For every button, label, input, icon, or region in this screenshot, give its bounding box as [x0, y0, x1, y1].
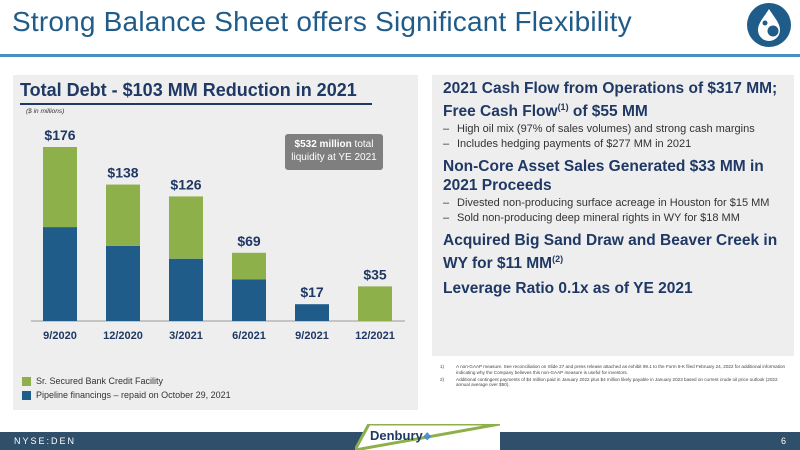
footer-ticker: NYSE:DEN	[14, 436, 77, 446]
highlight-group: Non-Core Asset Sales Generated $33 MM in…	[443, 157, 788, 225]
highlight-group: Leverage Ratio 0.1x as of YE 2021	[443, 279, 788, 298]
bar-bank-credit	[358, 286, 392, 321]
data-label-total: $35	[363, 266, 387, 282]
denbury-drop-logo-icon	[747, 3, 791, 47]
footnotes: 1) A non-GAAP measure. See reconciliation…	[440, 364, 790, 389]
bar-pipeline	[169, 258, 203, 321]
page-number: 6	[780, 436, 786, 446]
x-tick-label: 9/2021	[295, 330, 329, 342]
legend-label: Sr. Secured Bank Credit Facility	[36, 376, 164, 386]
legend-swatch-blue	[22, 390, 31, 400]
bar-pipeline	[295, 304, 329, 321]
highlight-group: 2021 Cash Flow from Operations of $317 M…	[443, 79, 788, 151]
chart-panel	[13, 75, 418, 410]
highlight-sub: Sold non-producing deep mineral rights i…	[443, 211, 788, 225]
brand-drop-icon: ❖	[422, 432, 432, 443]
highlight-heading: Leverage Ratio 0.1x as of YE 2021	[443, 280, 693, 298]
legend-label: Pipeline financings – repaid on October …	[36, 390, 231, 400]
bar-bank-credit	[232, 252, 266, 280]
bar-pipeline	[106, 245, 140, 321]
data-label-total: $126	[170, 176, 201, 192]
footer-brand-tab	[355, 424, 500, 450]
legend-item-bank-credit: Sr. Secured Bank Credit Facility	[22, 376, 163, 386]
units-note: ($ in millions)	[26, 108, 65, 115]
highlight-group: Acquired Big Sand Draw and Beaver Creek …	[443, 231, 788, 273]
chart-title: Total Debt - $103 MM Reduction in 2021	[20, 80, 357, 100]
title-divider	[0, 54, 800, 57]
x-tick-label: 12/2021	[355, 330, 395, 342]
data-label-total: $176	[44, 127, 75, 143]
legend-swatch-green	[22, 376, 31, 386]
highlight-sub: Divested non-producing surface acreage i…	[443, 196, 788, 210]
footnote: 1) A non-GAAP measure. See reconciliation…	[440, 364, 786, 375]
x-tick-label: 9/2020	[43, 330, 77, 342]
bar-bank-credit	[169, 196, 203, 259]
chart-title-underline	[20, 103, 372, 105]
data-label-total: $17	[300, 284, 324, 300]
legend-item-pipeline: Pipeline financings – repaid on October …	[22, 390, 231, 400]
footnote: 2) Additional contingent payments of $4 m…	[440, 376, 778, 388]
highlight-heading: Acquired Big Sand Draw and Beaver Creek …	[443, 232, 778, 273]
bar-bank-credit	[106, 184, 140, 246]
bar-bank-credit	[43, 147, 77, 228]
debt-bar-chart: $176 9/2020 $138 12/2020 $126 3/2021 $69 6/2021…	[31, 127, 405, 342]
highlight-heading: 2021 Cash Flow from Operations of $317 M…	[443, 80, 778, 121]
highlights-list: 2021 Cash Flow from Operations of $317 M…	[443, 79, 788, 304]
x-tick-label: 6/2021	[232, 330, 266, 342]
callout-rest2: liquidity at YE 2021	[291, 152, 377, 163]
liquidity-callout: $532 million total liquidity at YE 2021	[285, 134, 383, 170]
highlight-sub: High oil mix (97% of sales volumes) and …	[443, 122, 788, 136]
data-label-total: $138	[107, 165, 138, 181]
highlight-heading: Non-Core Asset Sales Generated $33 MM in…	[443, 158, 764, 195]
callout-bold: $532 million	[294, 139, 352, 150]
data-label-total: $69	[237, 233, 261, 249]
bar-pipeline	[232, 279, 266, 321]
x-tick-label: 3/2021	[169, 330, 203, 342]
footer-brand: Denbury❖	[370, 428, 432, 443]
bar-pipeline	[43, 227, 77, 321]
callout-rest1: total	[351, 139, 374, 150]
x-tick-label: 12/2020	[103, 330, 143, 342]
highlight-sub: Includes hedging payments of $277 MM in …	[443, 137, 788, 151]
slide-title: Strong Balance Sheet offers Significant …	[12, 6, 632, 37]
